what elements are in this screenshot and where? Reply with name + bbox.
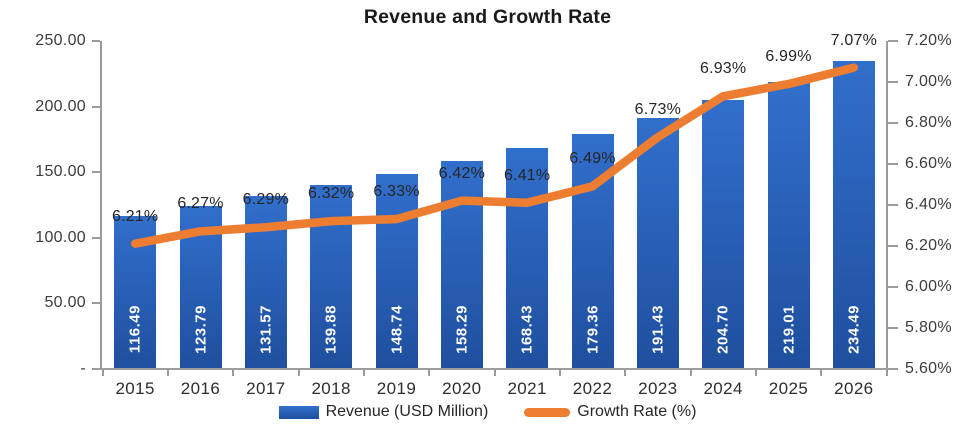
legend-label-revenue: Revenue (USD Million) — [325, 403, 489, 420]
x-axis-label-2018: 2018 — [311, 379, 351, 398]
revenue-bar-2025: 219.01 — [767, 81, 810, 370]
revenue-bar-2026: 234.49 — [832, 61, 875, 370]
x-axis-label-2024: 2024 — [703, 379, 743, 398]
right-axis-tick — [888, 40, 898, 42]
x-axis-tick — [493, 370, 496, 376]
right-axis-tick — [888, 285, 898, 288]
growth-rate-label-2024: 6.93% — [699, 60, 747, 78]
legend: Revenue (USD Million) Growth Rate (%) — [0, 403, 975, 421]
x-axis-label-2023: 2023 — [638, 379, 678, 398]
right-axis-tick — [888, 326, 898, 329]
x-axis-tick — [362, 370, 365, 376]
right-axis-tick — [888, 367, 898, 370]
x-axis-label-2016: 2016 — [180, 379, 221, 398]
left-axis-tick — [92, 302, 100, 304]
growth-rate-label-2019: 6.33% — [373, 183, 420, 201]
x-axis-tick — [689, 370, 692, 376]
x-axis-label-2022: 2022 — [572, 379, 613, 398]
x-axis-tick — [624, 370, 627, 376]
chart-title: Revenue and Growth Rate — [363, 6, 612, 28]
left-axis-tick — [92, 367, 100, 370]
growth-rate-label-2018: 6.32% — [307, 185, 355, 203]
left-axis-tick — [92, 105, 100, 108]
growth-rate-label-2015: 6.21% — [111, 207, 159, 225]
left-axis-tick — [92, 171, 100, 173]
left-axis-tick-label: 100.00 — [35, 228, 86, 246]
x-axis-tick — [166, 370, 169, 376]
bottom-axis-line — [92, 368, 898, 370]
growth-rate-label-2021: 6.41% — [503, 166, 551, 184]
right-axis-tick — [888, 80, 898, 83]
growth-rate-label-2016: 6.27% — [177, 195, 224, 213]
right-axis-line — [886, 41, 888, 370]
growth-rate-line — [130, 63, 859, 248]
growth-rate-label-2017: 6.29% — [242, 191, 290, 209]
legend-item-growth-rate: Growth Rate (%) — [524, 403, 696, 421]
x-axis-label-2015: 2015 — [115, 379, 155, 398]
x-axis-tick — [428, 370, 431, 376]
legend-label-growth-rate: Growth Rate (%) — [577, 403, 697, 420]
growth-rate-label-2026: 7.07% — [830, 31, 878, 49]
right-axis-tick — [888, 162, 898, 165]
left-axis-tick — [92, 40, 100, 42]
right-axis-tick — [888, 244, 898, 247]
revenue-bar-2023: 191.43 — [636, 117, 679, 370]
revenue-bar-2021: 168.43 — [506, 147, 549, 370]
legend-item-revenue: Revenue (USD Million) — [278, 403, 489, 421]
x-axis-label-2020: 2020 — [442, 379, 482, 398]
growth-rate-label-2025: 6.99% — [765, 47, 812, 65]
right-axis-tick-label: 5.60% — [905, 359, 952, 377]
x-axis-tick — [885, 370, 888, 376]
x-axis-label-2021: 2021 — [507, 379, 547, 398]
growth-rate-label-2020: 6.42% — [438, 164, 486, 182]
right-axis-tick-label: 6.60% — [905, 154, 952, 172]
left-axis-tick-label: - — [80, 359, 86, 377]
left-axis-tick-label: 150.00 — [35, 163, 86, 180]
revenue-bar-2019: 148.74 — [375, 173, 418, 370]
x-axis-label-2019: 2019 — [376, 379, 417, 398]
left-axis-tick-label: 250.00 — [35, 32, 86, 49]
growth-rate-label-2022: 6.49% — [569, 150, 616, 168]
growth-rate-label-2023: 6.73% — [634, 101, 682, 119]
revenue-bar-2018: 139.88 — [310, 185, 353, 370]
x-axis-tick — [297, 370, 300, 376]
left-axis-line — [100, 41, 102, 370]
right-axis-tick-label: 7.00% — [905, 72, 952, 90]
revenue-bar-marker-icon — [278, 405, 319, 419]
x-axis-tick — [232, 370, 235, 376]
right-axis-tick — [888, 203, 898, 206]
right-axis-tick-label: 6.20% — [905, 236, 952, 254]
left-axis-tick-label: 200.00 — [35, 97, 86, 115]
right-axis-tick — [888, 121, 898, 124]
x-axis-tick — [820, 370, 823, 376]
x-axis-tick — [754, 370, 757, 376]
right-axis-tick-label: 5.80% — [905, 318, 952, 336]
x-axis-label-2025: 2025 — [768, 379, 809, 398]
right-axis-tick-label: 7.20% — [905, 32, 952, 49]
revenue-bar-2020: 158.29 — [440, 161, 483, 370]
x-axis-tick — [558, 370, 561, 376]
revenue-bar-2024: 204.70 — [702, 100, 745, 370]
x-axis-label-2017: 2017 — [246, 379, 286, 398]
left-axis-tick — [92, 236, 100, 239]
growth-line-marker-icon — [524, 407, 571, 417]
x-axis-tick — [101, 370, 104, 376]
left-axis-tick-label: 50.00 — [44, 294, 86, 311]
x-axis-label-2026: 2026 — [834, 379, 874, 398]
right-axis-tick-label: 6.40% — [905, 195, 952, 213]
right-axis-tick-label: 6.00% — [905, 277, 952, 295]
right-axis-tick-label: 6.80% — [905, 113, 952, 131]
